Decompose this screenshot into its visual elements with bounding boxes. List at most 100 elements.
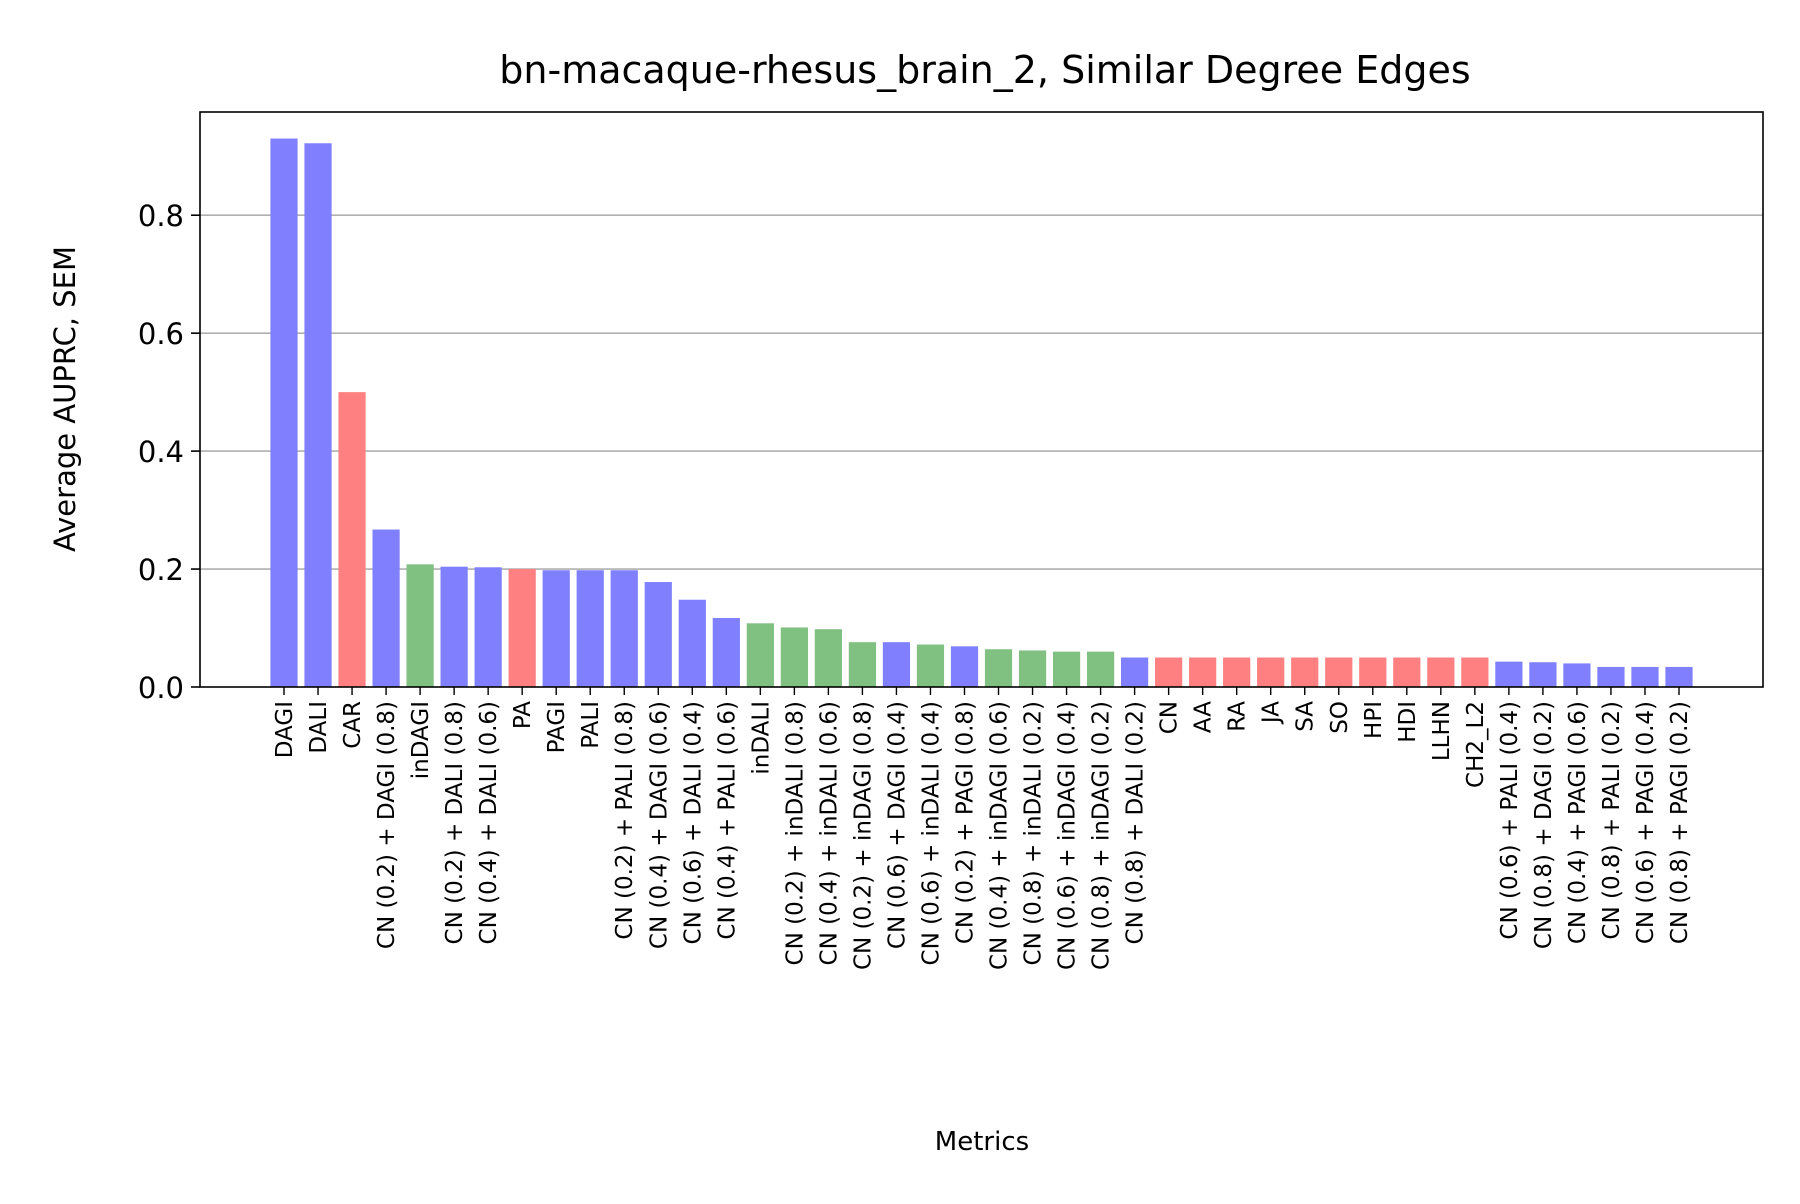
x-tick-label: CN (0.2) + DAGI (0.8) bbox=[374, 701, 400, 949]
bar bbox=[916, 644, 945, 687]
x-tick-label: HDI bbox=[1395, 701, 1421, 743]
bar bbox=[1257, 657, 1285, 687]
x-tick-label: JA bbox=[1259, 701, 1285, 725]
x-tick-label: AA bbox=[1191, 701, 1217, 733]
bar bbox=[1597, 666, 1625, 687]
x-tick-label: CN (0.2) + inDAGI (0.8) bbox=[850, 701, 876, 970]
x-axis-label: Metrics bbox=[935, 1127, 1029, 1157]
bar bbox=[814, 629, 842, 687]
bar bbox=[372, 529, 400, 687]
plot-frame bbox=[199, 111, 1764, 688]
grid-lines bbox=[200, 214, 1763, 570]
bar bbox=[644, 582, 672, 687]
x-tick-label: DALI bbox=[306, 701, 332, 754]
x-tick-label: LLHN bbox=[1429, 701, 1455, 761]
bar bbox=[440, 566, 468, 687]
bar bbox=[270, 138, 298, 688]
x-tick-label: CN (0.2) + PALI (0.8) bbox=[612, 701, 638, 940]
x-tick-label: CN (0.8) + DALI (0.2) bbox=[1123, 701, 1149, 944]
bar bbox=[1018, 650, 1047, 687]
bar bbox=[1393, 657, 1421, 687]
bar bbox=[338, 392, 366, 687]
y-axis-label: Average AUPRC, SEM bbox=[48, 246, 82, 552]
bar bbox=[950, 646, 979, 687]
x-tick-label: CN (0.8) + PAGI (0.2) bbox=[1667, 701, 1693, 944]
y-tick-label: 0.4 bbox=[138, 435, 184, 469]
bar bbox=[1461, 657, 1489, 687]
x-axis: DAGI DALI CAR CN (0.2) + DAGI (0.8) inDAGI CN… bbox=[272, 687, 1693, 970]
x-tick-label: CN (0.4) + inDAGI (0.6) bbox=[987, 701, 1013, 970]
bar bbox=[1665, 666, 1693, 687]
x-tick-label: CN (0.8) + inDALI (0.2) bbox=[1021, 701, 1047, 965]
bar bbox=[1121, 657, 1149, 687]
x-tick-label: CN (0.6) + PAGI (0.4) bbox=[1633, 701, 1659, 944]
bar bbox=[1189, 657, 1217, 687]
x-tick-label: CN (0.4) + PAGI (0.6) bbox=[1565, 701, 1591, 944]
bar bbox=[882, 642, 911, 687]
x-tick-label: CN (0.6) + inDAGI (0.4) bbox=[1055, 701, 1081, 970]
bar bbox=[1563, 663, 1591, 687]
x-tick-label: CN (0.4) + PALI (0.6) bbox=[714, 701, 740, 940]
x-tick-label: inDALI bbox=[748, 701, 774, 775]
x-tick-label: DAGI bbox=[272, 701, 298, 758]
bar bbox=[984, 649, 1013, 687]
x-tick-label: CN (0.6) + DALI (0.4) bbox=[680, 701, 706, 944]
chart-title: bn-macaque-rhesus_brain_2, Similar Degre… bbox=[499, 48, 1470, 92]
bar bbox=[1325, 657, 1353, 687]
bar bbox=[746, 623, 774, 687]
bar bbox=[780, 627, 808, 687]
bar bbox=[304, 143, 332, 687]
bar bbox=[712, 618, 740, 687]
bar bbox=[1291, 657, 1319, 687]
x-tick-label: PA bbox=[510, 701, 536, 729]
x-tick-label: CN (0.6) + inDALI (0.4) bbox=[918, 701, 944, 965]
x-tick-label: CN (0.8) + DAGI (0.2) bbox=[1531, 701, 1557, 949]
x-tick-label: CN (0.4) + inDALI (0.6) bbox=[816, 701, 842, 965]
bar bbox=[1495, 661, 1523, 687]
y-tick-label: 0.2 bbox=[138, 553, 184, 587]
y-tick-label: 0.0 bbox=[138, 671, 184, 705]
bar bbox=[1086, 651, 1115, 687]
bar bbox=[1155, 657, 1183, 687]
x-tick-label: CN (0.2) + inDALI (0.8) bbox=[782, 701, 808, 965]
x-tick-label: CN (0.4) + DALI (0.6) bbox=[476, 701, 502, 944]
x-tick-label: CN (0.4) + DAGI (0.6) bbox=[646, 701, 672, 949]
bar bbox=[678, 599, 706, 687]
x-tick-label: CN (0.2) + DALI (0.8) bbox=[442, 701, 468, 944]
y-axis: 0.0 0.2 0.4 0.6 0.8 bbox=[138, 199, 200, 705]
bar bbox=[1359, 657, 1387, 687]
x-tick-label: CN (0.2) + PAGI (0.8) bbox=[952, 701, 978, 944]
x-tick-label: PAGI bbox=[544, 701, 570, 753]
y-tick-label: 0.8 bbox=[138, 199, 184, 233]
bar bbox=[406, 564, 434, 687]
x-tick-label: CN bbox=[1157, 701, 1183, 734]
x-tick-label: CN (0.6) + PALI (0.4) bbox=[1497, 701, 1523, 940]
x-tick-label: CN (0.6) + DAGI (0.4) bbox=[884, 701, 910, 949]
bar bbox=[1052, 651, 1081, 687]
bar bbox=[1427, 657, 1455, 687]
x-tick-label: CN (0.8) + inDAGI (0.2) bbox=[1089, 701, 1115, 970]
bars bbox=[270, 138, 1693, 688]
x-tick-label: HPI bbox=[1361, 701, 1387, 739]
bar bbox=[848, 642, 877, 687]
x-tick-label: inDAGI bbox=[408, 701, 434, 779]
bar bbox=[542, 570, 570, 687]
x-tick-label: CH2_L2 bbox=[1463, 701, 1489, 788]
bar bbox=[474, 567, 502, 687]
bar bbox=[610, 570, 638, 687]
x-tick-label: SO bbox=[1327, 701, 1353, 734]
x-tick-label: RA bbox=[1225, 701, 1251, 732]
bar bbox=[508, 569, 536, 687]
x-tick-label: SA bbox=[1293, 701, 1319, 732]
x-tick-label: CAR bbox=[340, 701, 366, 749]
x-tick-label: PALI bbox=[578, 701, 604, 749]
x-tick-label: CN (0.8) + PALI (0.2) bbox=[1599, 701, 1625, 940]
bar bbox=[1529, 662, 1557, 687]
bar bbox=[1631, 666, 1659, 687]
bar bbox=[1223, 657, 1251, 687]
bar bbox=[576, 570, 604, 687]
y-tick-label: 0.6 bbox=[138, 317, 184, 351]
